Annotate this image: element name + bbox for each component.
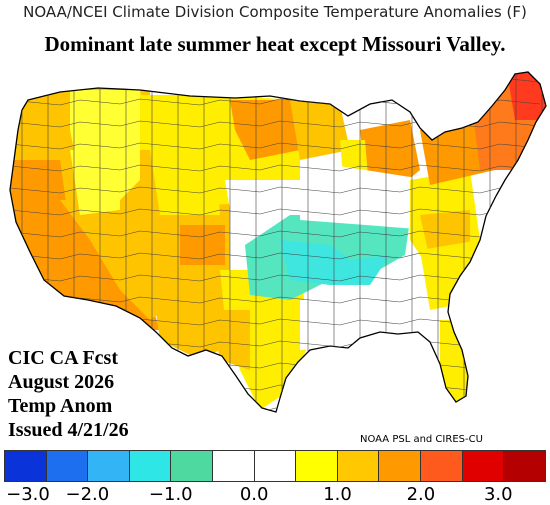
caption-line: CIC CA Fcst <box>8 347 118 369</box>
legend-swatch <box>378 450 421 482</box>
division-line <box>10 230 541 238</box>
legend-swatch <box>461 450 504 482</box>
region-ohio-valley <box>300 160 430 230</box>
region-colorado-hot <box>180 225 225 265</box>
legend-tick-label: 1.0 <box>323 484 352 505</box>
map-header: NOAA/NCEI Climate Division Composite Tem… <box>23 3 527 21</box>
division-line <box>10 252 541 260</box>
division-line <box>254 72 257 412</box>
legend-swatch <box>503 450 546 482</box>
division-line <box>10 274 541 282</box>
legend-swatch <box>45 450 88 482</box>
division-line <box>10 186 541 194</box>
division-line <box>10 76 541 84</box>
legend-swatch <box>420 450 462 482</box>
region-montana-east <box>140 95 215 150</box>
color-legend <box>4 450 546 482</box>
legend-swatch <box>87 450 129 482</box>
region-wyoming <box>150 150 220 215</box>
division-line <box>228 72 231 412</box>
region-mid-mississippi <box>280 240 390 285</box>
division-line <box>10 208 541 216</box>
legend-swatch <box>253 450 296 482</box>
legend-swatch <box>170 450 213 482</box>
legend-swatch <box>212 450 254 482</box>
legend-tick-label: 0.0 <box>239 484 269 505</box>
caption-line: Issued 4/21/26 <box>8 419 129 441</box>
data-credit: NOAA PSL and CIRES-CU <box>360 434 483 445</box>
region-upper-midwest <box>290 100 350 160</box>
legend-swatch <box>295 450 337 482</box>
region-minnesota-hot <box>230 100 300 160</box>
forecast-caption: CIC CA Fcst August 2026 Temp Anom Issued… <box>8 346 129 442</box>
legend-tick-label: −3.0 <box>6 484 50 505</box>
legend-swatch <box>336 450 379 482</box>
legend-swatch <box>128 450 171 482</box>
legend-tick-labels: −3.0 −2.0 −1.0 0.0 1.0 2.0 3.0 <box>4 484 546 505</box>
caption-line: August 2026 <box>8 371 115 393</box>
legend-tick-label: −2.0 <box>65 484 110 505</box>
region-deep-south <box>300 300 430 350</box>
division-line <box>10 142 541 150</box>
division-line <box>10 164 541 172</box>
caption-line: Temp Anom <box>8 395 113 417</box>
legend-swatch <box>4 450 46 482</box>
legend-tick-label: 2.0 <box>406 484 436 505</box>
legend-tick-label: −1.0 <box>148 484 193 505</box>
map-subtitle: Dominant late summer heat except Missour… <box>44 32 506 56</box>
legend-tick-label: 3.0 <box>483 484 513 505</box>
